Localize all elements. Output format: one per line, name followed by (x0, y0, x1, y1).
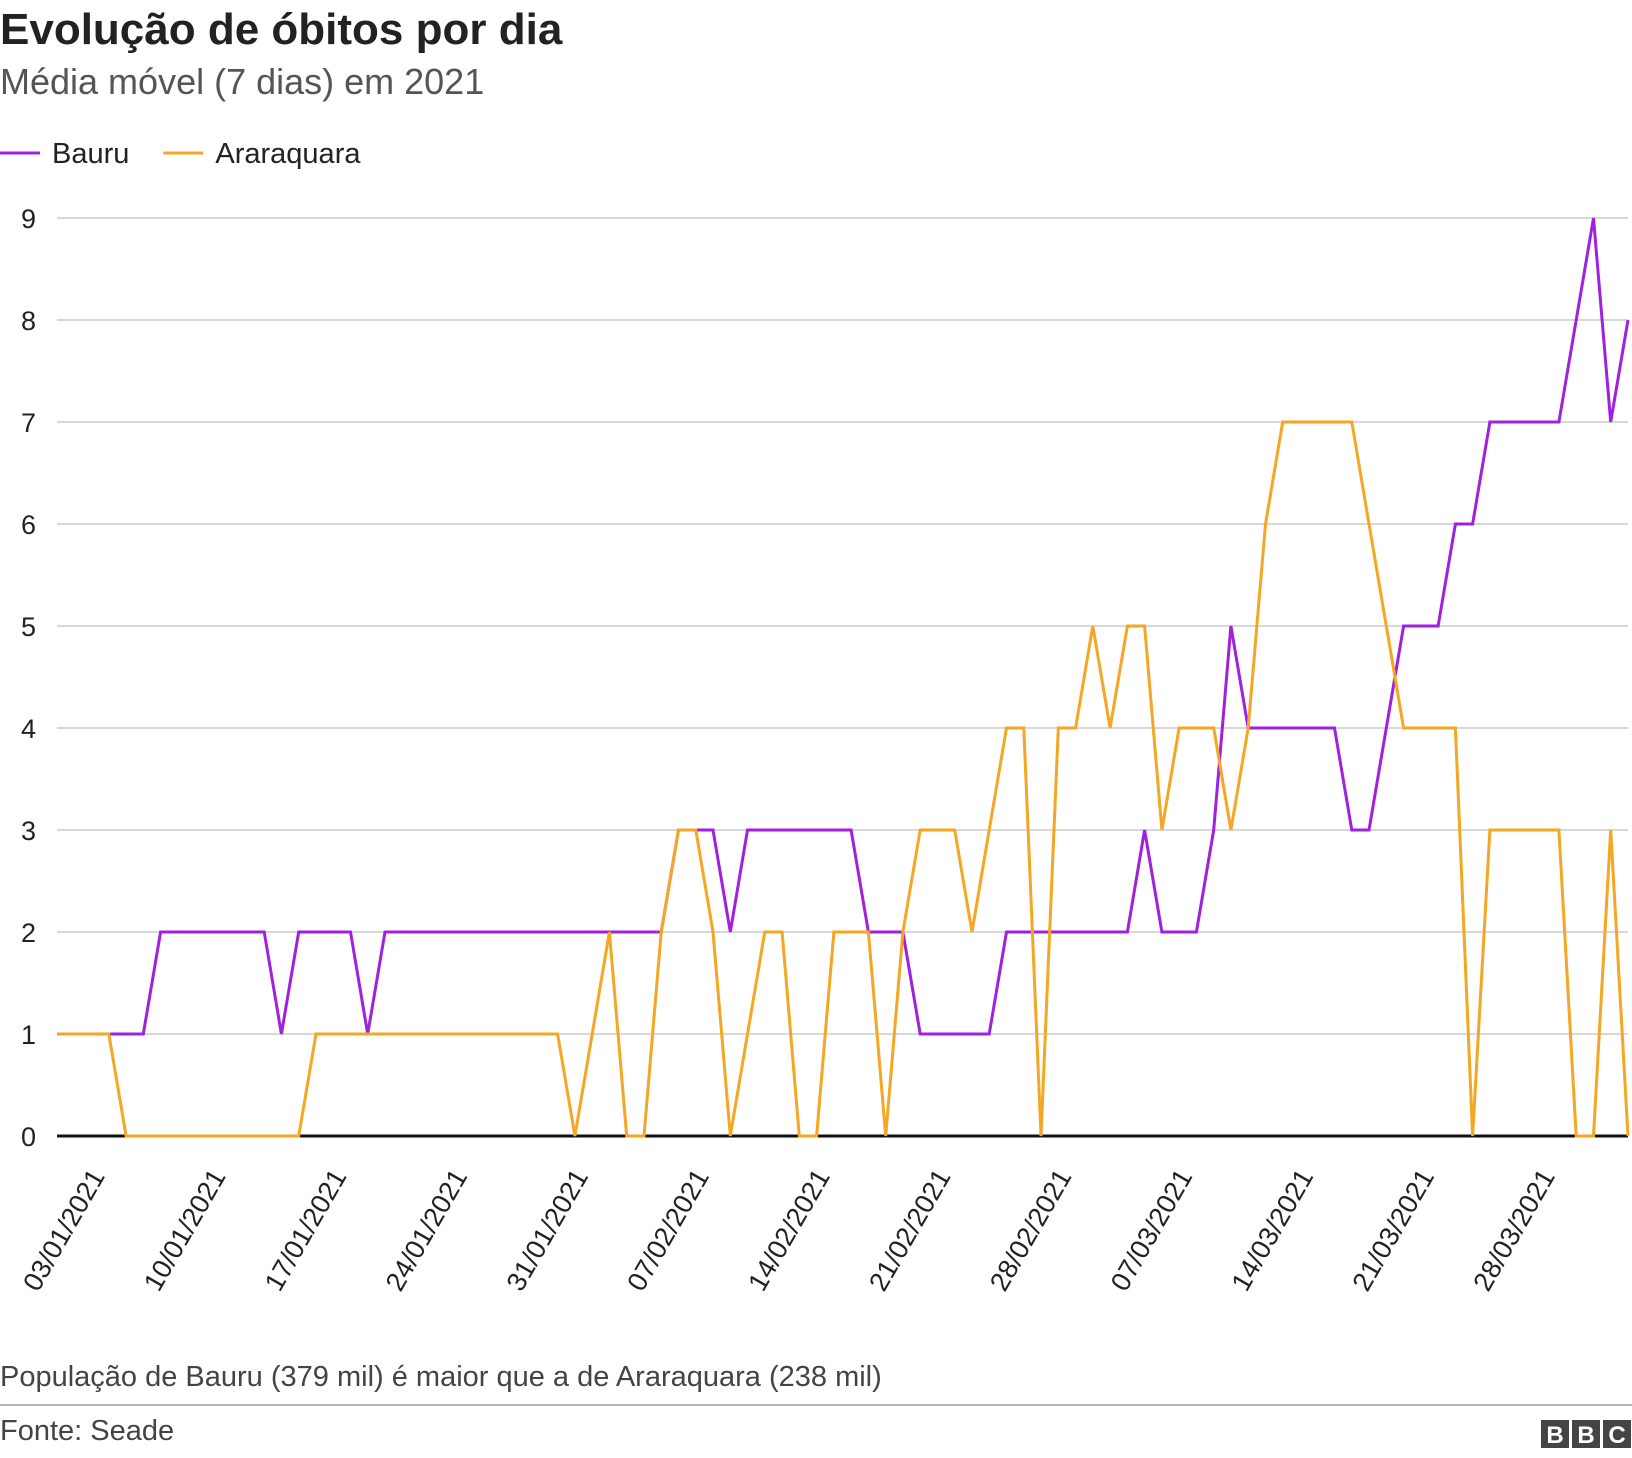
x-tick-label: 28/02/2021 (984, 1164, 1078, 1296)
legend: Bauru Araraquara (0, 138, 361, 170)
logo-box (1603, 1420, 1631, 1448)
logo-letter: C (1608, 1422, 1625, 1449)
x-tick-label: 31/01/2021 (501, 1164, 595, 1296)
legend-label: Bauru (52, 138, 129, 170)
x-tick-label: 28/03/2021 (1467, 1164, 1561, 1296)
x-tick-label: 10/01/2021 (138, 1164, 232, 1296)
y-tick-label: 9 (21, 204, 36, 234)
chart-title: Evolução de óbitos por dia (0, 5, 563, 54)
note: População de Bauru (379 mil) é maior que… (0, 1361, 882, 1393)
logo-box (1572, 1420, 1600, 1448)
y-tick-label: 8 (21, 306, 36, 336)
x-tick-label: 14/02/2021 (742, 1164, 836, 1296)
y-tick-label: 3 (21, 816, 36, 846)
plot-area: 0 1 2 3 4 5 6 7 8 9 03/01/2021 10/01/2021 17/01/2021… (17, 204, 1630, 1296)
y-tick-label: 5 (21, 612, 36, 642)
y-tick-label: 7 (21, 408, 36, 438)
x-tick-label: 03/01/2021 (17, 1164, 111, 1296)
y-tick-label: 4 (21, 714, 36, 744)
chart-subtitle: Média móvel (7 dias) em 2021 (0, 61, 484, 102)
x-tick-label: 24/01/2021 (380, 1164, 474, 1296)
legend-label: Araraquara (215, 138, 361, 170)
x-tick-label: 17/01/2021 (259, 1164, 353, 1296)
x-tick-label: 07/03/2021 (1105, 1164, 1199, 1296)
y-tick-label: 1 (21, 1020, 36, 1050)
source: Fonte: Seade (0, 1415, 174, 1447)
series-line (57, 217, 1630, 1036)
logo-letter: B (1577, 1422, 1594, 1449)
x-tick-label: 21/03/2021 (1346, 1164, 1440, 1296)
logo-letter: B (1546, 1422, 1563, 1449)
y-tick-label: 2 (21, 918, 36, 948)
logo-box (1541, 1420, 1569, 1448)
x-tick-label: 21/02/2021 (863, 1164, 957, 1296)
y-tick-label: 6 (21, 510, 36, 540)
x-tick-label: 07/02/2021 (621, 1164, 715, 1296)
y-tick-label: 0 (21, 1122, 36, 1152)
x-tick-label: 14/03/2021 (1226, 1164, 1320, 1296)
series-line (57, 420, 1630, 1138)
